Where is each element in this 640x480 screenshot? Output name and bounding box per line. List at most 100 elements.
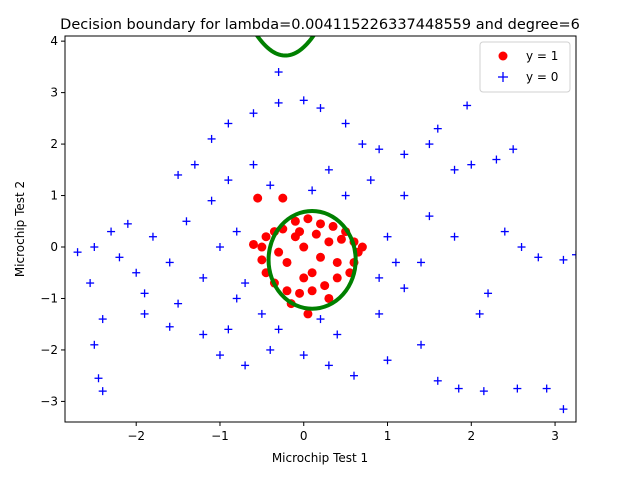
- data-point-y0: [513, 384, 522, 393]
- data-point-y0: [509, 145, 518, 154]
- data-point-y1: [311, 229, 321, 239]
- y-tick-label: −2: [40, 343, 58, 357]
- data-point-y0: [572, 250, 576, 259]
- data-point-y0: [454, 384, 463, 393]
- data-point-y1: [299, 242, 309, 252]
- x-tick-label: 3: [551, 429, 559, 443]
- data-point-y0: [366, 176, 375, 185]
- data-point-y0: [224, 325, 233, 334]
- data-point-y0: [341, 119, 350, 128]
- data-point-y0: [308, 186, 317, 195]
- data-point-y0: [324, 361, 333, 370]
- data-point-y1: [303, 214, 313, 224]
- data-point-y0: [140, 289, 149, 298]
- data-point-y0: [215, 351, 224, 360]
- data-point-y1: [307, 268, 317, 278]
- data-point-y0: [433, 376, 442, 385]
- data-point-y0: [417, 258, 426, 267]
- data-point-y1: [253, 193, 263, 203]
- data-point-y0: [190, 160, 199, 169]
- data-point-y0: [400, 150, 409, 159]
- data-point-y0: [274, 325, 283, 334]
- data-point-y0: [299, 351, 308, 360]
- data-point-y0: [475, 309, 484, 318]
- data-point-y1: [324, 293, 334, 303]
- x-tick-label: 0: [300, 429, 308, 443]
- data-point-y0: [274, 98, 283, 107]
- data-point-y0: [375, 309, 384, 318]
- data-point-y0: [400, 191, 409, 200]
- y-tick-label: 0: [50, 240, 58, 254]
- data-point-y0: [542, 384, 551, 393]
- data-point-y0: [215, 243, 224, 252]
- data-point-y0: [433, 124, 442, 133]
- x-axis-ticks: −2 −1 0 1 2 3: [127, 422, 559, 443]
- data-point-y1: [332, 273, 342, 283]
- data-point-y0: [559, 255, 568, 264]
- data-point-y1: [299, 273, 309, 283]
- legend-marker-y1: [498, 51, 508, 61]
- x-tick-label: −1: [211, 429, 229, 443]
- data-point-y0: [132, 268, 141, 277]
- data-point-y0: [358, 140, 367, 149]
- data-point-y0: [90, 243, 99, 252]
- data-point-y0: [199, 330, 208, 339]
- series-y0-markers: [73, 68, 576, 414]
- data-point-y1: [257, 255, 267, 265]
- data-point-y1: [282, 257, 292, 267]
- data-point-y0: [500, 227, 509, 236]
- data-point-y0: [98, 315, 107, 324]
- data-point-y0: [316, 104, 325, 113]
- data-point-y0: [559, 405, 568, 414]
- data-point-y0: [316, 315, 325, 324]
- data-point-y0: [174, 299, 183, 308]
- data-point-y0: [224, 176, 233, 185]
- data-point-y1: [336, 234, 346, 244]
- data-point-y1: [278, 193, 288, 203]
- data-point-y1: [332, 257, 342, 267]
- chart-title: Decision boundary for lambda=0.004115226…: [60, 17, 580, 33]
- data-point-y0: [199, 273, 208, 282]
- data-point-y0: [492, 155, 501, 164]
- legend: y = 1 y = 0: [479, 41, 571, 93]
- data-point-y0: [400, 284, 409, 293]
- data-point-y0: [224, 119, 233, 128]
- data-point-y0: [249, 160, 258, 169]
- data-point-y0: [375, 145, 384, 154]
- data-point-y0: [375, 273, 384, 282]
- y-tick-label: 1: [50, 189, 58, 203]
- x-tick-label: 1: [384, 429, 392, 443]
- data-point-y1: [290, 216, 300, 226]
- data-point-y0: [140, 309, 149, 318]
- data-point-y1: [295, 288, 305, 298]
- y-tick-label: −3: [40, 394, 58, 408]
- data-point-y0: [425, 140, 434, 149]
- data-point-y1: [274, 247, 284, 257]
- legend-label-y0: y = 0: [526, 70, 558, 84]
- data-point-y1: [320, 281, 330, 291]
- data-point-y1: [248, 239, 258, 249]
- y-tick-label: 4: [50, 34, 58, 48]
- data-point-y0: [232, 294, 241, 303]
- data-point-y0: [425, 212, 434, 221]
- data-point-y1: [303, 309, 313, 319]
- x-tick-label: 2: [467, 429, 475, 443]
- data-point-y0: [98, 387, 107, 396]
- data-point-y0: [391, 258, 400, 267]
- data-point-y0: [266, 345, 275, 354]
- data-point-y0: [123, 219, 132, 228]
- data-point-y1: [257, 242, 267, 252]
- data-point-y0: [517, 243, 526, 252]
- y-tick-label: 2: [50, 137, 58, 151]
- plot-frame: [64, 35, 577, 423]
- x-axis-label: Microchip Test 1: [272, 451, 368, 465]
- data-point-y0: [257, 309, 266, 318]
- data-point-y0: [207, 196, 216, 205]
- x-tick-label: −2: [127, 429, 145, 443]
- data-point-y1: [261, 232, 271, 242]
- data-point-y0: [324, 165, 333, 174]
- data-point-y1: [328, 221, 338, 231]
- data-point-y0: [484, 289, 493, 298]
- data-point-y0: [299, 96, 308, 105]
